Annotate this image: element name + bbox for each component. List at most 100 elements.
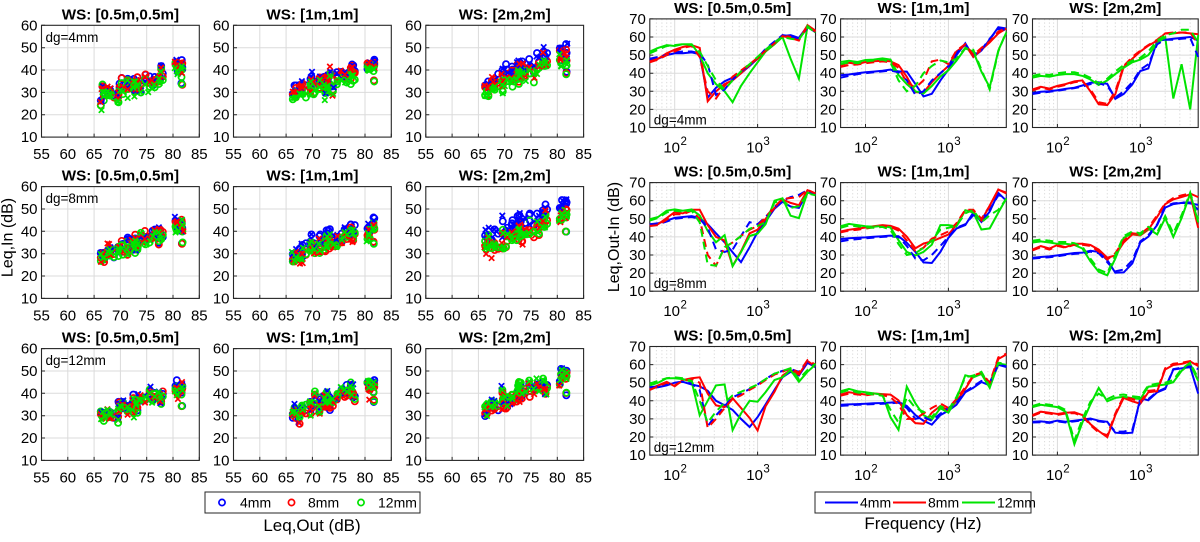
svg-text:20: 20 [629,265,646,282]
svg-text:10: 10 [1046,303,1063,320]
svg-text:20: 20 [820,429,837,446]
svg-text:30: 30 [1012,411,1029,428]
svg-text:60: 60 [1012,357,1029,374]
svg-text:10: 10 [213,290,230,307]
svg-text:dg=8mm: dg=8mm [46,191,99,206]
svg-text:55: 55 [33,146,50,163]
svg-text:3: 3 [954,300,960,312]
svg-text:10: 10 [854,303,871,320]
svg-text:30: 30 [405,246,422,263]
svg-text:10: 10 [21,290,38,307]
svg-text:60: 60 [21,341,38,358]
svg-text:50: 50 [21,363,38,380]
svg-text:70: 70 [304,307,321,324]
svg-text:55: 55 [417,469,434,486]
svg-text:10: 10 [1129,467,1146,484]
svg-text:10: 10 [854,140,871,157]
svg-text:80: 80 [549,469,566,486]
svg-text:3: 3 [954,136,960,148]
svg-text:40: 40 [21,62,38,79]
svg-text:50: 50 [405,40,422,57]
svg-text:85: 85 [191,469,208,486]
svg-text:30: 30 [820,247,837,264]
svg-text:20: 20 [629,429,646,446]
svg-text:12mm: 12mm [378,495,417,511]
svg-text:70: 70 [112,146,129,163]
svg-text:WS: [2m,2m]: WS: [2m,2m] [459,6,551,23]
svg-text:55: 55 [417,146,434,163]
svg-text:20: 20 [213,107,230,124]
svg-text:30: 30 [629,83,646,100]
svg-text:3: 3 [1146,464,1152,476]
svg-text:40: 40 [21,385,38,402]
svg-text:10: 10 [213,129,230,146]
svg-text:55: 55 [225,146,242,163]
svg-text:dg=4mm: dg=4mm [654,113,707,128]
svg-text:10: 10 [820,120,837,137]
svg-text:40: 40 [213,223,230,240]
svg-text:60: 60 [21,179,38,196]
svg-text:70: 70 [496,469,513,486]
svg-text:2: 2 [680,300,686,312]
svg-text:40: 40 [820,393,837,410]
svg-text:40: 40 [1012,229,1029,246]
svg-text:70: 70 [1012,339,1029,356]
svg-text:WS: [0.5m,0.5m]: WS: [0.5m,0.5m] [674,164,791,181]
svg-text:60: 60 [444,307,461,324]
svg-text:75: 75 [330,469,347,486]
svg-text:55: 55 [33,307,50,324]
svg-text:10: 10 [937,303,954,320]
svg-text:3: 3 [954,464,960,476]
svg-text:3: 3 [1146,300,1152,312]
svg-text:3: 3 [763,136,769,148]
svg-text:75: 75 [523,469,540,486]
svg-text:70: 70 [304,146,321,163]
svg-text:60: 60 [251,469,268,486]
svg-text:30: 30 [820,83,837,100]
svg-text:20: 20 [1012,429,1029,446]
svg-text:40: 40 [213,62,230,79]
svg-text:55: 55 [225,307,242,324]
svg-text:60: 60 [1012,193,1029,210]
svg-text:dg=4mm: dg=4mm [46,30,99,45]
svg-text:10: 10 [1046,140,1063,157]
svg-text:60: 60 [59,469,76,486]
svg-text:50: 50 [21,201,38,218]
svg-text:60: 60 [444,146,461,163]
svg-text:60: 60 [405,179,422,196]
svg-text:20: 20 [21,107,38,124]
svg-text:60: 60 [629,357,646,374]
svg-text:2: 2 [871,464,877,476]
svg-text:10: 10 [663,303,680,320]
svg-text:WS: [0.5m,0.5m]: WS: [0.5m,0.5m] [62,168,179,185]
svg-text:60: 60 [820,29,837,46]
svg-text:30: 30 [21,408,38,425]
svg-text:2: 2 [871,300,877,312]
svg-text:10: 10 [405,290,422,307]
svg-text:65: 65 [470,307,487,324]
svg-text:dg=8mm: dg=8mm [654,276,707,291]
svg-text:10: 10 [820,283,837,300]
svg-text:85: 85 [383,307,400,324]
svg-text:30: 30 [1012,247,1029,264]
svg-text:WS: [2m,2m]: WS: [2m,2m] [1069,164,1161,181]
svg-text:80: 80 [357,146,374,163]
svg-text:20: 20 [213,268,230,285]
svg-text:3: 3 [1146,136,1152,148]
svg-text:50: 50 [213,40,230,57]
svg-text:10: 10 [1012,447,1029,464]
svg-text:10: 10 [663,467,680,484]
svg-text:40: 40 [21,223,38,240]
svg-text:Leq,Out-In (dB): Leq,Out-In (dB) [606,182,623,292]
svg-text:70: 70 [1012,175,1029,192]
svg-text:10: 10 [405,452,422,469]
svg-text:10: 10 [663,140,680,157]
svg-text:10: 10 [21,129,38,146]
svg-text:4mm: 4mm [860,495,891,511]
svg-text:75: 75 [330,146,347,163]
svg-text:8mm: 8mm [308,495,339,511]
svg-text:50: 50 [629,211,646,228]
svg-text:80: 80 [165,307,182,324]
svg-text:85: 85 [575,146,592,163]
svg-text:70: 70 [112,469,129,486]
